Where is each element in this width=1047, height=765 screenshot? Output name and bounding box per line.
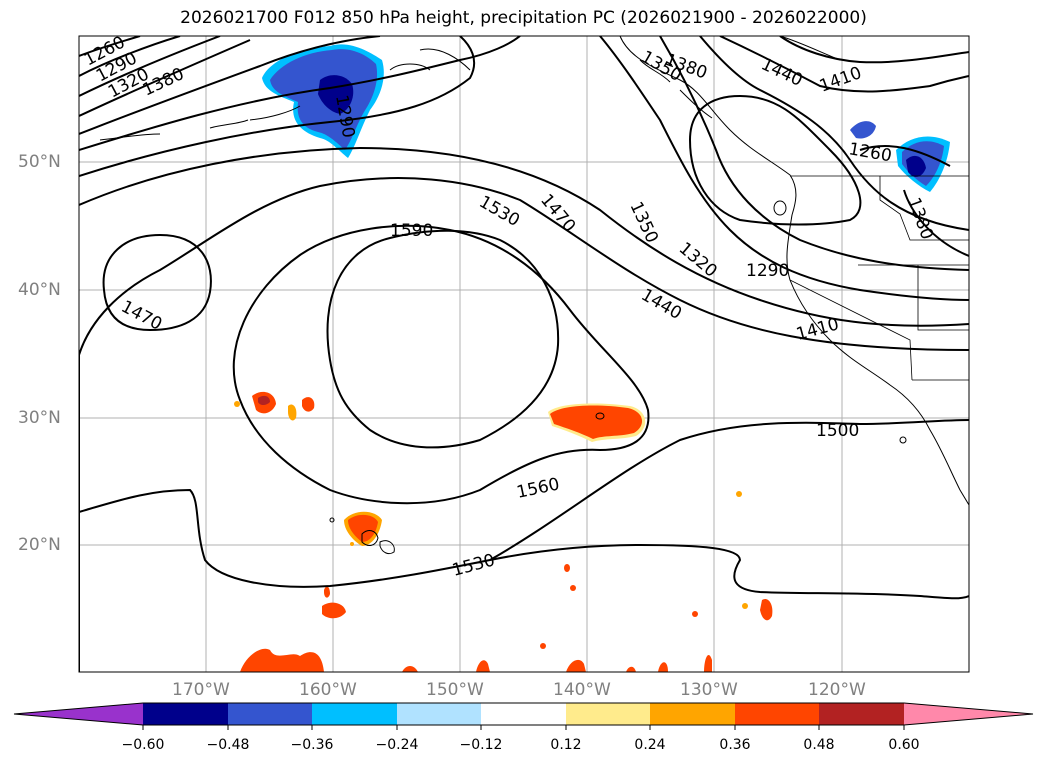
political-borders: [789, 175, 969, 381]
colorbar-high-extension: [904, 703, 1033, 725]
colorbar-tick-label: −0.36: [290, 737, 334, 753]
colorbar-tick-label: 0.36: [719, 737, 751, 753]
lon-label: 140°W: [553, 680, 611, 700]
colorbar-tick-label: 0.48: [803, 737, 835, 753]
colorbar-segment: [819, 703, 904, 725]
lon-label: 120°W: [808, 680, 866, 700]
colorbar-tick-label: 0.24: [634, 737, 666, 753]
lat-label: 50°N: [18, 152, 61, 172]
colorbar-low-extension: [14, 703, 143, 725]
colorbar-tick-label: 0.12: [550, 737, 582, 753]
lon-label: 130°W: [680, 680, 738, 700]
colorbar-segment: [481, 703, 566, 725]
colorbar-tick-label: −0.24: [375, 737, 419, 753]
contour-label: 1500: [816, 421, 859, 441]
lat-label: 20°N: [18, 535, 61, 555]
colorbar: [13, 702, 1034, 730]
colorbar-tick-label: −0.60: [121, 737, 165, 753]
colorbar-segment: [143, 703, 228, 725]
colorbar-segment: [397, 703, 481, 725]
lon-label: 160°W: [299, 680, 357, 700]
colorbar-segment: [312, 703, 397, 725]
map-title: 2026021700 F012 850 hPa height, precipit…: [180, 8, 867, 28]
colorbar-segment: [228, 703, 312, 725]
colorbar-segment: [566, 703, 650, 725]
lon-label: 170°W: [172, 680, 230, 700]
lat-label: 30°N: [18, 408, 61, 428]
height-contours: [79, 36, 969, 672]
map-background: [79, 36, 969, 672]
colorbar-segment: [650, 703, 735, 725]
colorbar-segment: [735, 703, 819, 725]
contour-label: 1590: [390, 221, 433, 241]
colorbar-tick-label: −0.12: [459, 737, 503, 753]
lat-label: 40°N: [18, 280, 61, 300]
map-frame: [78, 35, 970, 673]
contour-label: 1290: [746, 261, 789, 281]
colorbar-tick-label: 0.60: [888, 737, 920, 753]
positive-precip-areas: [234, 391, 773, 672]
lon-label: 150°W: [426, 680, 484, 700]
colorbar-tick-label: −0.48: [206, 737, 250, 753]
